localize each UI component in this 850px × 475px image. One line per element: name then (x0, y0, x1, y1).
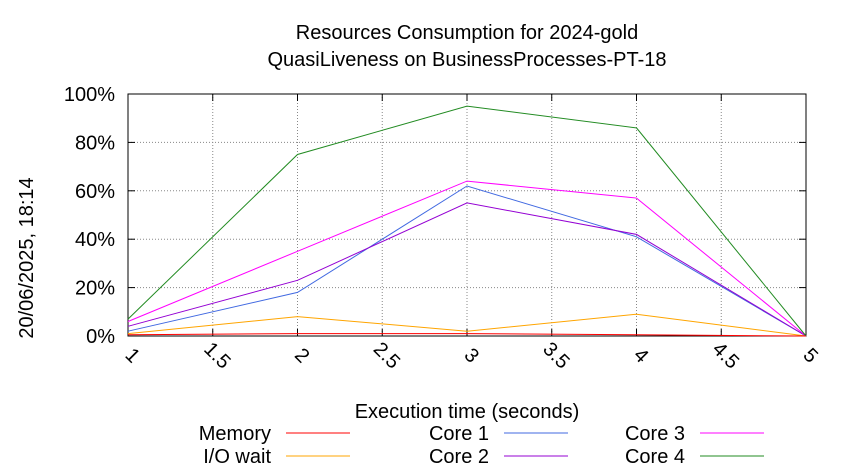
y-tick-label: 40% (75, 229, 115, 251)
legend-label: Core 4 (625, 446, 685, 468)
y-tick-label: 0% (86, 326, 115, 348)
series-lines (127, 105, 807, 337)
x-tick-label: 4 (629, 344, 652, 367)
x-tick-label: 2 (290, 344, 313, 367)
plot-border (127, 93, 807, 337)
x-tick-labels: 1 1.5 2 2.5 3 3.5 4 4.5 5 (121, 338, 822, 373)
x-tick-label: 2.5 (369, 338, 404, 373)
legend-label: Core 1 (429, 423, 489, 445)
timestamp-label: 20/06/2025, 18:14 (16, 177, 38, 338)
x-tick-label: 5 (799, 344, 822, 367)
x-tick-label: 1.5 (199, 338, 234, 373)
x-tick-label: 3.5 (538, 338, 573, 373)
series-line-core-1 (127, 185, 807, 337)
y-tick-label: 20% (75, 278, 115, 300)
legend-label: Memory (199, 423, 271, 445)
x-tick-label: 3 (460, 344, 483, 367)
x-axis-label: Execution time (seconds) (355, 401, 580, 423)
x-tick-label: 1 (121, 344, 144, 367)
y-tick-label: 80% (75, 132, 115, 154)
legend-label: Core 2 (429, 446, 489, 468)
series-line-core-4 (127, 105, 807, 337)
axes (127, 93, 807, 337)
series-line-memory (127, 333, 807, 337)
x-tick-label: 4.5 (708, 338, 743, 373)
chart-title-line-1: Resources Consumption for 2024-gold (296, 22, 638, 44)
legend-label: I/O wait (203, 446, 271, 468)
series-line-core-3 (127, 180, 807, 337)
y-tick-label: 100% (64, 84, 115, 106)
legend-label: Core 3 (625, 423, 685, 445)
chart-title-line-2: QuasiLiveness on BusinessProcesses-PT-18 (267, 49, 666, 71)
grid (128, 94, 806, 336)
series-line-core-2 (127, 202, 807, 337)
series-line-i-o-wait (127, 313, 807, 337)
y-tick-labels: 0% 20% 40% 60% 80% 100% (64, 84, 115, 348)
y-tick-label: 60% (75, 181, 115, 203)
